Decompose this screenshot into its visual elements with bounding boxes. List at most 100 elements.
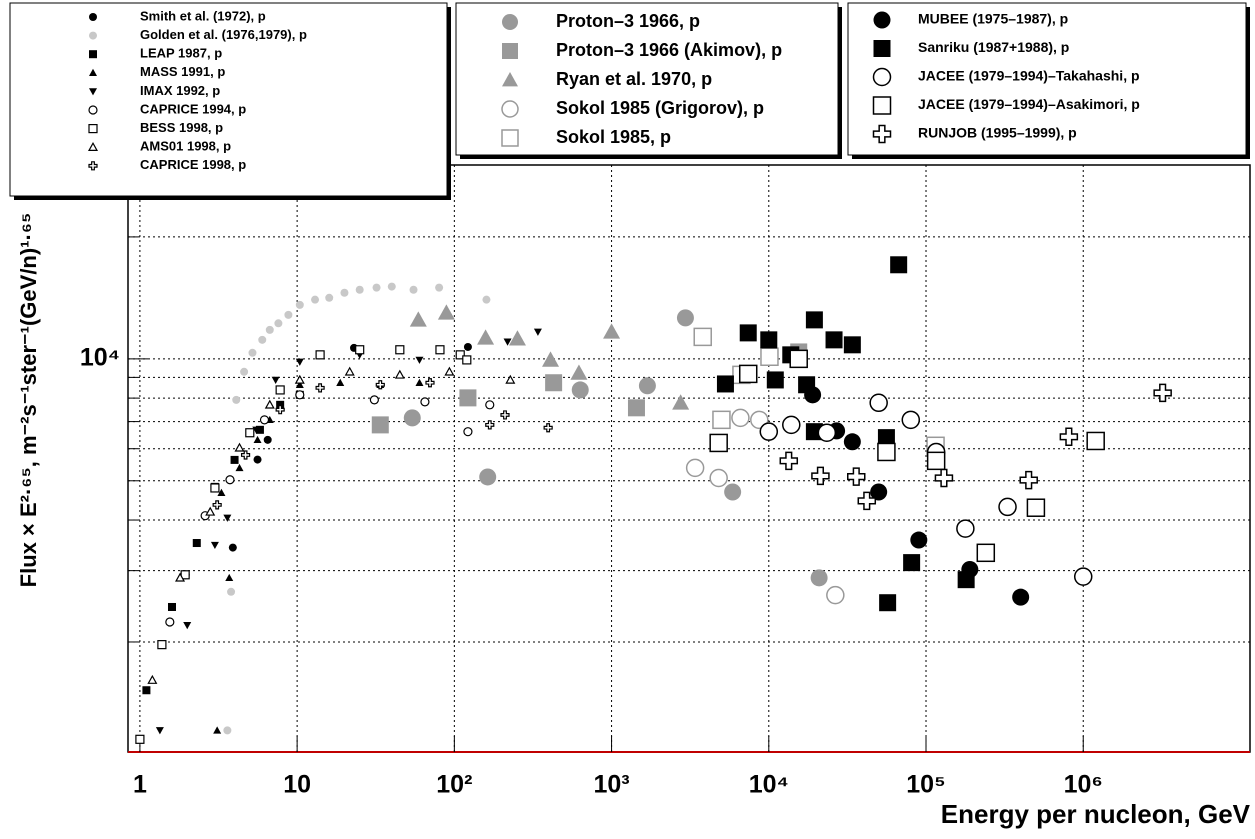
- data-point: [409, 285, 418, 294]
- plot-frame: [127, 164, 1251, 753]
- data-point: [976, 543, 996, 563]
- data-point: [676, 309, 694, 327]
- x-tick-label: 10²: [436, 771, 472, 799]
- data-point: [693, 327, 712, 347]
- legend-symbol: [89, 68, 97, 76]
- data-point: [225, 475, 235, 485]
- data-point: [223, 726, 232, 735]
- data-point: [817, 423, 837, 442]
- data-point: [435, 345, 445, 355]
- x-axis-title: Energy per nucleon, GeV: [941, 799, 1251, 829]
- legend-label: Golden et al. (1976,1979), p: [140, 27, 307, 42]
- data-point: [420, 397, 430, 407]
- data-point: [271, 376, 280, 384]
- data-point: [232, 395, 241, 404]
- data-point: [276, 400, 285, 409]
- legend-label: Sokol 1985, p: [556, 127, 671, 147]
- data-point: [810, 569, 828, 587]
- data-point: [425, 378, 435, 388]
- x-tick-label: 10³: [593, 771, 629, 799]
- data-point: [294, 374, 305, 384]
- data-point: [223, 514, 232, 522]
- data-point: [369, 395, 379, 405]
- data-point: [253, 455, 262, 464]
- legend-label: Smith et al. (1972), p: [140, 8, 266, 23]
- legend-label: Sanriku (1987+1988), p: [918, 39, 1069, 55]
- grid: [128, 165, 1250, 752]
- legend-symbol: [873, 40, 891, 57]
- data-point: [672, 394, 690, 410]
- legend-symbol: [502, 14, 518, 30]
- data-point: [843, 433, 861, 451]
- data-point: [934, 468, 954, 488]
- data-point: [1086, 431, 1105, 451]
- data-point: [459, 389, 477, 407]
- data-point: [463, 427, 473, 437]
- data-point: [240, 450, 251, 460]
- data-point: [225, 573, 234, 582]
- data-point: [709, 433, 728, 453]
- data-point: [957, 571, 975, 589]
- data-point: [485, 420, 495, 430]
- data-point: [235, 463, 244, 472]
- data-point: [205, 506, 216, 516]
- data-point: [274, 319, 283, 328]
- legend-symbol: [89, 31, 97, 40]
- data-point: [901, 410, 921, 430]
- legend-label: RUNJOB (1995–1999), p: [918, 125, 1077, 141]
- data-point: [409, 311, 427, 327]
- legend-symbol: [89, 50, 97, 59]
- data-point: [825, 331, 843, 349]
- data-point: [295, 390, 305, 400]
- data-point: [716, 375, 734, 393]
- x-tick-label: 10⁵: [906, 771, 946, 799]
- data-point: [284, 310, 293, 319]
- data-point: [253, 435, 262, 444]
- data-point: [603, 323, 621, 339]
- data-point: [477, 329, 495, 345]
- data-point: [315, 383, 325, 393]
- legend-symbol: [87, 141, 99, 151]
- data-point: [482, 295, 491, 304]
- legend-symbol: [88, 161, 98, 171]
- data-point: [843, 336, 861, 354]
- data-point: [210, 541, 219, 550]
- x-tick-label: 1: [133, 771, 147, 799]
- data-point: [455, 350, 465, 360]
- data-point: [248, 348, 257, 357]
- legend-label: Proton–3 1966, p: [556, 11, 700, 31]
- data-point: [192, 539, 201, 548]
- data-point: [890, 256, 908, 274]
- data-point: [217, 488, 226, 496]
- x-tick-label: 10⁶: [1064, 771, 1103, 799]
- data-point: [685, 458, 705, 478]
- data-point: [1026, 498, 1046, 517]
- data-point: [295, 380, 304, 388]
- data-point: [782, 415, 801, 435]
- legend-symbol: [873, 11, 891, 29]
- data-point: [258, 335, 267, 344]
- data-point: [355, 285, 364, 294]
- data-point: [462, 355, 472, 365]
- data-point: [228, 543, 237, 552]
- legend-symbol: [502, 72, 518, 87]
- data-point: [395, 345, 405, 355]
- data-point: [503, 338, 512, 346]
- data-point: [325, 293, 334, 302]
- data-point: [857, 491, 877, 511]
- data-point: [227, 587, 236, 596]
- data-point: [435, 283, 444, 292]
- data-point: [212, 500, 222, 510]
- y-tick-label: 10⁴: [80, 343, 120, 371]
- legend-symbol: [501, 129, 519, 147]
- data-point: [760, 331, 778, 349]
- data-point: [709, 468, 728, 488]
- data-point: [155, 727, 164, 735]
- data-point: [311, 295, 320, 304]
- legend-label: CAPRICE 1998, p: [140, 157, 246, 172]
- legend-label: JACEE (1979–1994)–Asakimori, p: [918, 96, 1140, 112]
- data-point: [533, 328, 542, 336]
- legend-box: [455, 2, 839, 156]
- data-point: [1153, 383, 1172, 403]
- data-point: [479, 468, 497, 486]
